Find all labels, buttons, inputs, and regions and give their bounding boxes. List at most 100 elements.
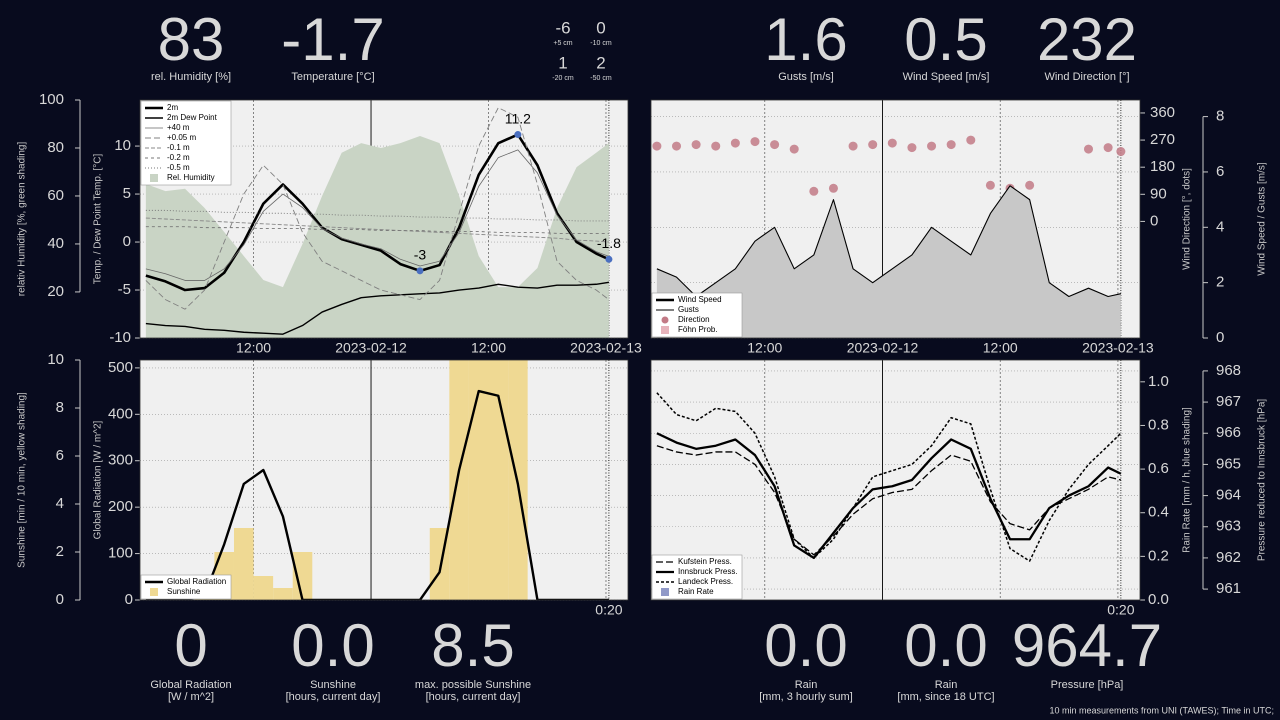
readout-label: Rain	[795, 679, 818, 691]
series-bar	[449, 360, 469, 600]
y-tick-label: 4	[1216, 218, 1224, 235]
series-point	[828, 183, 838, 193]
legend-label: Sunshine	[167, 587, 201, 596]
y-tick-label: 2	[56, 543, 64, 560]
axis-title: Wind Direction [°, dots]	[1182, 168, 1193, 270]
legend-label: Wind Speed	[678, 295, 722, 304]
annotation-dot	[416, 267, 424, 275]
footer: 10 min measurements from UNI (TAWES); Ti…	[1049, 705, 1274, 715]
axis-title: Wind Speed / Gusts [m/s]	[1257, 162, 1268, 276]
y-tick-label: 10	[114, 137, 131, 154]
y-tick-label: 100	[39, 91, 64, 108]
series-line	[145, 217, 609, 243]
legend-label: Rain Rate	[678, 587, 714, 596]
readout-label: Sunshine	[310, 679, 356, 691]
legend-label: Global Radiation	[167, 577, 226, 586]
soil-value: 1	[558, 53, 567, 72]
y-tick-label: 0	[1216, 329, 1224, 346]
series-line	[656, 185, 1121, 298]
axis-title: Temp. / Dew Point Temp. [°C]	[93, 154, 104, 285]
y-tick-label: 0.0	[1148, 591, 1169, 608]
readout-value: 83	[158, 6, 225, 73]
legend-swatch	[150, 174, 158, 182]
legend-label: Direction	[678, 315, 710, 324]
y-tick-label: -5	[118, 281, 131, 298]
readout-label: Wind Direction [°]	[1044, 71, 1129, 83]
legend-label: 2m Dew Point	[167, 113, 218, 122]
readout-value: 0	[174, 612, 207, 679]
series-bar	[273, 588, 293, 600]
y-tick-label: 270	[1150, 131, 1175, 148]
readout-label: [hours, current day]	[286, 691, 381, 703]
y-tick-label: 964	[1216, 487, 1241, 504]
readout-label: [hours, current day]	[426, 691, 521, 703]
series-line	[145, 226, 609, 234]
legend-label: Innsbruck Press.	[678, 567, 738, 576]
soil-label: -10 cm	[590, 40, 612, 47]
y-tick-label: 0	[123, 233, 131, 250]
y-tick-label: 961	[1216, 580, 1241, 597]
x-tick-label: 2023-02-12	[847, 340, 919, 356]
series-bar	[468, 360, 489, 600]
legend-label: Rel. Humidity	[167, 173, 215, 182]
annotation-dot	[605, 255, 613, 263]
legend-label: -0.2 m	[167, 153, 190, 162]
y-tick-label: 80	[47, 139, 64, 156]
x-tick-label: 12:00	[747, 340, 782, 356]
readout-label: [W / m^2]	[168, 691, 214, 703]
y-tick-label: 200	[108, 498, 133, 515]
x-tick-label: 12:00	[236, 340, 271, 356]
y-tick-label: -10	[109, 329, 131, 346]
series-point	[750, 137, 760, 147]
series-area	[145, 135, 609, 338]
x-tick-label: 12:00	[471, 340, 506, 356]
readout-value: 232	[1037, 6, 1137, 73]
series-point	[848, 141, 858, 151]
legend-swatch	[150, 588, 158, 596]
series-line	[656, 392, 1122, 562]
series-point	[652, 141, 662, 151]
now-label: 0:20	[1107, 602, 1134, 618]
axis-title: relativ Humidity [%, green shading]	[17, 142, 28, 297]
axis-title: Global Radiation [W / m^2]	[93, 420, 104, 539]
soil-value: -6	[555, 18, 570, 37]
series-line	[145, 149, 610, 281]
now-label: 0:20	[595, 602, 622, 618]
readout-value: 0.0	[904, 612, 987, 679]
readout-label: Wind Speed [m/s]	[903, 71, 990, 83]
y-tick-label: 180	[1150, 158, 1175, 175]
plot-frame	[650, 359, 1141, 601]
readout-value: -1.7	[281, 6, 384, 73]
readout-value: 1.6	[764, 6, 847, 73]
series-line	[145, 133, 610, 292]
series-point	[770, 140, 780, 150]
y-tick-label: 60	[47, 187, 64, 204]
readout-label: [mm, since 18 UTC]	[897, 691, 994, 703]
legend-swatch	[661, 326, 669, 334]
y-tick-label: 0	[125, 591, 133, 608]
y-tick-label: 4	[56, 495, 64, 512]
y-tick-label: 300	[108, 452, 133, 469]
readout-label: Pressure [hPa]	[1051, 679, 1124, 691]
plot-area	[140, 360, 628, 600]
y-tick-label: 1.0	[1148, 373, 1169, 390]
legend-label: -0.1 m	[167, 143, 190, 152]
annotation-label: -3	[414, 247, 427, 263]
soil-label: -20 cm	[552, 75, 574, 82]
readout-label: max. possible Sunshine	[415, 679, 531, 691]
legend-label: +0.05 m	[167, 133, 196, 142]
y-tick-label: 20	[47, 283, 64, 300]
y-tick-label: 962	[1216, 549, 1241, 566]
plot-frame	[139, 99, 629, 339]
soil-value: 2	[596, 53, 605, 72]
series-bar	[253, 576, 274, 600]
x-tick-label: 2023-02-13	[1082, 340, 1154, 356]
legend-swatch	[661, 316, 669, 324]
axis-title: Pressure reduced to Innsbruck [hPa]	[1257, 399, 1268, 562]
y-tick-label: 968	[1216, 362, 1241, 379]
legend-label: Föhn Prob.	[678, 325, 718, 334]
series-point	[1084, 144, 1094, 154]
y-tick-label: 0.2	[1148, 547, 1169, 564]
x-tick-label: 2023-02-12	[335, 340, 407, 356]
